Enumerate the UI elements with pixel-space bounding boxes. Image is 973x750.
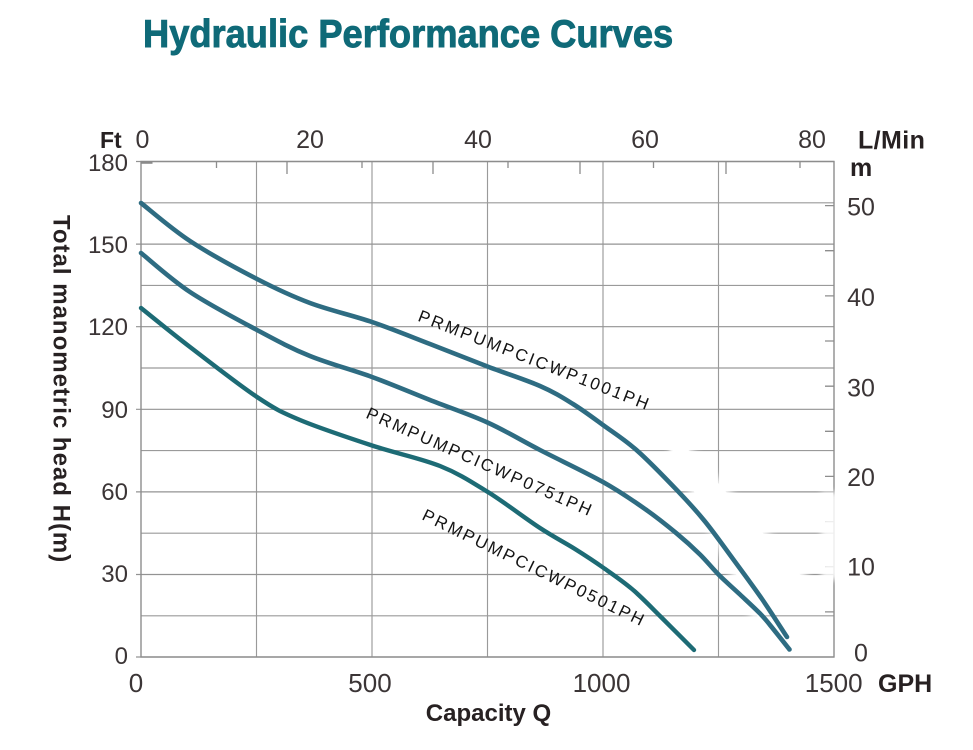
svg-text:10: 10 (847, 554, 875, 582)
svg-text:m: m (850, 154, 872, 182)
svg-text:0: 0 (136, 126, 150, 154)
svg-text:30: 30 (847, 375, 875, 403)
svg-text:60: 60 (631, 126, 659, 154)
svg-text:GPH: GPH (878, 670, 932, 698)
svg-text:0: 0 (129, 668, 143, 698)
svg-text:180: 180 (88, 150, 128, 177)
svg-text:Capacity Q: Capacity Q (426, 700, 551, 727)
svg-text:1500: 1500 (805, 668, 863, 698)
svg-text:30: 30 (101, 561, 128, 588)
svg-text:Total manometric head H(m): Total manometric head H(m) (48, 215, 75, 563)
svg-text:40: 40 (847, 284, 875, 312)
svg-text:20: 20 (296, 126, 324, 154)
svg-text:90: 90 (101, 397, 128, 424)
svg-text:60: 60 (101, 479, 128, 506)
svg-text:500: 500 (348, 668, 391, 698)
svg-text:120: 120 (88, 314, 128, 341)
svg-text:0: 0 (854, 640, 868, 668)
svg-text:Ft: Ft (100, 127, 122, 153)
svg-text:20: 20 (847, 464, 875, 492)
svg-text:PRMPUMPCICWP1001PH: PRMPUMPCICWP1001PH (416, 307, 654, 415)
svg-text:50: 50 (847, 194, 875, 222)
svg-text:80: 80 (798, 126, 826, 154)
svg-text:1000: 1000 (573, 668, 631, 698)
svg-text:L/Min: L/Min (858, 127, 925, 155)
svg-text:40: 40 (464, 126, 492, 154)
svg-text:0: 0 (115, 643, 128, 670)
svg-text:150: 150 (88, 232, 128, 259)
